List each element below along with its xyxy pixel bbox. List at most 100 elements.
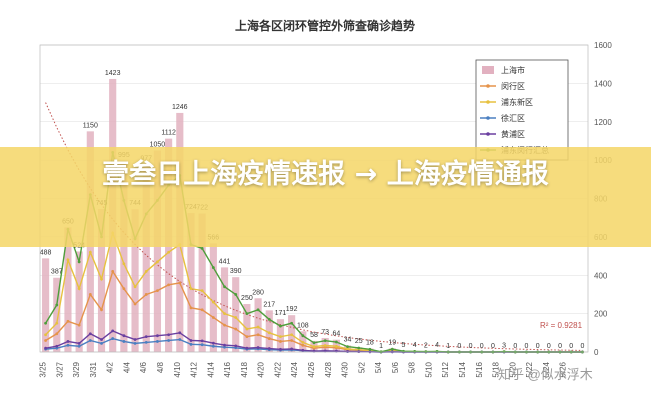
series-point bbox=[200, 308, 204, 312]
series-point bbox=[55, 332, 59, 336]
x-tick-label: 5/20 bbox=[508, 361, 517, 377]
y-tick-label: 0 bbox=[594, 348, 599, 357]
x-tick-label: 5/18 bbox=[492, 361, 501, 377]
y-tick-label: 400 bbox=[594, 271, 608, 280]
r-squared-annotation: R² = 0.9281 bbox=[540, 321, 583, 330]
series-point bbox=[100, 277, 103, 281]
series-point bbox=[323, 344, 327, 347]
series-point bbox=[100, 338, 103, 341]
series-point bbox=[301, 348, 305, 352]
series-point bbox=[100, 308, 103, 312]
series-point bbox=[66, 319, 70, 323]
series-point bbox=[245, 327, 249, 331]
series-point bbox=[189, 287, 193, 291]
series-point bbox=[77, 287, 81, 291]
x-tick-label: 4/28 bbox=[324, 361, 333, 377]
data-label: 171 bbox=[275, 310, 287, 317]
bar bbox=[153, 150, 162, 352]
series-point bbox=[200, 343, 204, 347]
bar bbox=[142, 164, 150, 352]
series-point bbox=[200, 289, 204, 292]
data-label: 19 bbox=[388, 339, 396, 346]
series-point bbox=[55, 321, 59, 325]
x-tick-label: 4/18 bbox=[240, 361, 249, 377]
data-label: 0 bbox=[457, 343, 461, 350]
x-tick-label: 5/2 bbox=[357, 361, 366, 373]
data-label: 64 bbox=[332, 331, 340, 338]
series-point bbox=[44, 339, 47, 342]
series-point bbox=[223, 323, 226, 327]
series-point bbox=[66, 340, 70, 343]
bar bbox=[131, 209, 139, 352]
series-point bbox=[111, 329, 115, 333]
data-label: 1246 bbox=[172, 104, 188, 111]
series-point bbox=[189, 342, 193, 346]
data-label: 0 bbox=[480, 343, 484, 350]
series-point bbox=[122, 340, 126, 343]
series-point bbox=[290, 347, 294, 351]
series-point bbox=[100, 341, 103, 345]
x-tick-label: 4/10 bbox=[173, 361, 182, 377]
series-point bbox=[279, 347, 282, 351]
data-label: 1050 bbox=[150, 142, 166, 149]
x-tick-label: 4/20 bbox=[257, 361, 266, 377]
legend-label: 浦东新区 bbox=[501, 97, 533, 107]
series-point bbox=[211, 341, 215, 345]
legend-label: 上海市 bbox=[501, 65, 525, 75]
headline-text: 壹叁日上海疫情速报 → 上海疫情通报 bbox=[102, 159, 549, 190]
x-tick-label: 4/14 bbox=[206, 361, 215, 377]
series-point bbox=[223, 312, 226, 316]
series-point bbox=[77, 260, 81, 264]
series-point bbox=[256, 308, 260, 312]
data-label: 3 bbox=[502, 342, 506, 349]
series-point bbox=[144, 270, 148, 273]
series-point bbox=[245, 346, 249, 350]
data-label: 1150 bbox=[83, 122, 98, 129]
data-label: 390 bbox=[230, 268, 242, 275]
series-point bbox=[167, 283, 171, 287]
series-point bbox=[156, 289, 159, 292]
bar bbox=[254, 298, 262, 352]
series-point bbox=[133, 338, 137, 341]
series-point bbox=[279, 324, 282, 328]
series-point bbox=[122, 334, 126, 338]
series-point bbox=[156, 260, 159, 264]
series-point bbox=[77, 341, 81, 345]
series-point bbox=[189, 339, 193, 342]
series-point bbox=[334, 344, 338, 348]
series-point bbox=[44, 321, 47, 325]
series-point bbox=[133, 341, 137, 345]
series-point bbox=[290, 321, 294, 325]
series-point bbox=[256, 346, 260, 349]
bar bbox=[232, 277, 240, 352]
chart-title: 上海各区闭环管控外筛查确诊趋势 bbox=[235, 18, 415, 33]
data-label: 58 bbox=[310, 332, 318, 339]
series-point bbox=[312, 341, 316, 345]
x-tick-label: 5/10 bbox=[424, 361, 433, 377]
x-tick-label: 4/26 bbox=[307, 361, 316, 377]
series-point bbox=[122, 287, 126, 291]
x-tick-label: 4/30 bbox=[341, 361, 350, 377]
series-point bbox=[357, 346, 361, 350]
series-point bbox=[256, 333, 260, 337]
x-tick-label: 3/25 bbox=[39, 361, 48, 377]
x-tick-label: 4/2 bbox=[106, 361, 115, 373]
x-tick-label: 4/16 bbox=[223, 361, 232, 377]
series-point bbox=[223, 285, 226, 289]
data-label: 441 bbox=[219, 258, 231, 265]
series-point bbox=[323, 349, 327, 353]
series-point bbox=[200, 246, 204, 250]
legend-label: 徐汇区 bbox=[501, 113, 525, 123]
legend-label: 黄浦区 bbox=[501, 129, 525, 139]
x-tick-label: 4/12 bbox=[190, 361, 199, 377]
series-point bbox=[122, 262, 126, 266]
data-label: 1 bbox=[446, 343, 450, 350]
series-point bbox=[77, 323, 81, 327]
x-tick-label: 5/22 bbox=[525, 361, 534, 377]
data-label: 0 bbox=[569, 343, 573, 350]
series-point bbox=[156, 340, 159, 343]
data-label: 2 bbox=[424, 343, 428, 350]
data-label: 5 bbox=[402, 342, 406, 349]
data-label: 192 bbox=[286, 306, 298, 313]
series-point bbox=[245, 312, 249, 316]
